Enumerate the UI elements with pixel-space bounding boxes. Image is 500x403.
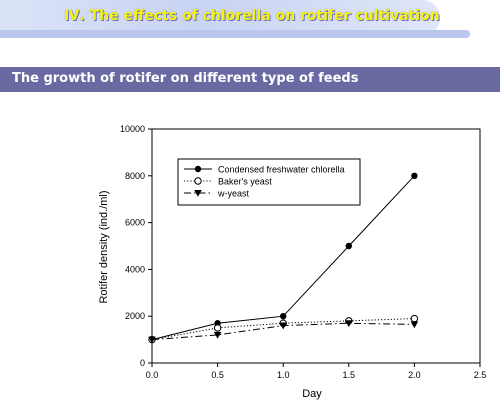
y-tick-label-0: 0 — [140, 358, 145, 368]
data-point — [148, 336, 156, 344]
series-2 — [148, 320, 419, 344]
y-tick-label-5: 10000 — [120, 124, 145, 134]
legend-label-2: w-yeast — [217, 189, 250, 199]
data-point — [411, 172, 418, 179]
x-tick-label-1: 0.5 — [211, 370, 224, 380]
x-tick-label-0: 0.0 — [146, 370, 159, 380]
y-axis-label: Rotifer density (ind./ml) — [98, 190, 110, 303]
x-tick-label-2: 1.0 — [277, 370, 290, 380]
y-tick-label-1: 2000 — [125, 311, 145, 321]
x-tick-label-4: 2.0 — [408, 370, 421, 380]
banner-stripe — [0, 30, 470, 38]
y-tick-label-3: 6000 — [125, 218, 145, 228]
data-point — [279, 322, 287, 330]
section-bar: The growth of rotifer on different type … — [0, 67, 500, 92]
y-tick-label-4: 8000 — [125, 171, 145, 181]
chart-series — [148, 172, 419, 344]
data-point — [213, 324, 222, 332]
x-axis-label: Day — [302, 388, 322, 400]
legend-marker-1 — [194, 177, 202, 185]
data-point — [213, 331, 222, 339]
y-tick-label-2: 4000 — [125, 264, 145, 274]
data-point — [345, 320, 353, 328]
legend-label-0: Condensed freshwater chlorella — [218, 165, 345, 175]
x-tick-label-3: 1.5 — [343, 370, 356, 380]
legend-marker-2 — [194, 190, 202, 197]
plot-frame — [151, 128, 481, 364]
chart-legend: Condensed freshwater chlorella Baker's ye… — [177, 158, 361, 206]
legend-marker-0 — [194, 165, 202, 173]
legend-box — [177, 158, 361, 206]
x-tick-label-5: 2.5 — [474, 370, 487, 380]
data-point — [280, 313, 287, 320]
data-point — [345, 242, 352, 250]
data-point — [410, 321, 419, 329]
legend-label-1: Baker's yeast — [218, 177, 272, 187]
data-point — [410, 314, 419, 323]
section-title: The growth of rotifer on different type … — [12, 71, 359, 86]
chart-axes: 0.0 0.5 1.0 1.5 2.0 2.5 0 2000 4000 6000 8000 10000 — [120, 124, 486, 380]
banner-title: Ⅳ. The effects of chlorella on rotifer c… — [64, 8, 440, 24]
